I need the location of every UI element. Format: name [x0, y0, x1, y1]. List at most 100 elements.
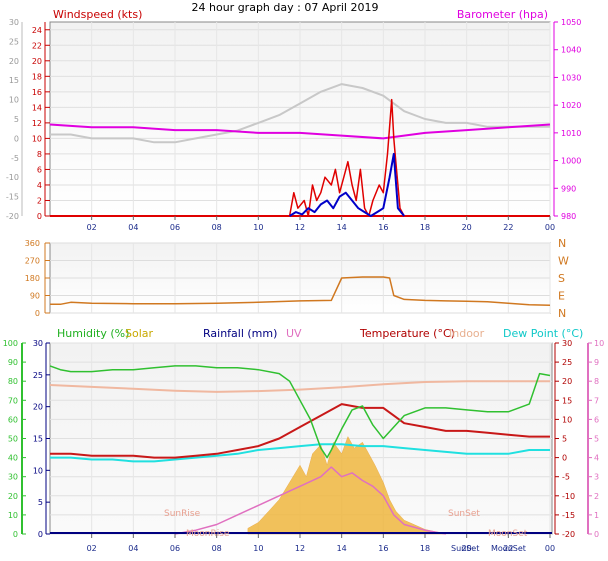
x-tick-label: 02	[87, 223, 97, 232]
graph-title: 24 hour graph day : 07 April 2019	[192, 1, 379, 14]
temp-tick-label: -20	[562, 530, 575, 539]
uv-tick-label: 10	[594, 339, 604, 348]
outer-tick-label: 30	[9, 18, 19, 27]
direction-tick-label: 270	[25, 257, 40, 266]
direction-series	[50, 276, 551, 306]
wind-outer-axis: 30 25 20 15 10 5 0 -5 -10 -15 -20	[6, 18, 23, 221]
outer-tick-label: 5	[14, 115, 19, 124]
inner-tick-label: 8	[37, 150, 42, 159]
wind-x-ticks: 02 04 06 08 10 12 14 16 18 20 22 00	[87, 216, 555, 232]
direction-tick-label: 360	[25, 239, 40, 248]
inner-tick-label: 16	[32, 88, 42, 97]
humidity-tick-label: 50	[8, 435, 18, 444]
inner-tick-label: 0	[37, 212, 42, 221]
inner-tick-label: 24	[32, 26, 42, 35]
x-tick-label: 18	[420, 223, 430, 232]
rain-tick-label: 30	[33, 339, 43, 348]
inner-tick-label: 20	[32, 57, 42, 66]
sunset-label: SunSet	[448, 509, 480, 519]
temp-tick-label: 30	[562, 339, 572, 348]
humidity-line	[49, 365, 551, 459]
inner-tick-label: 12	[32, 119, 42, 128]
x-tick-label: 20	[462, 223, 472, 232]
direction-tick-label: 90	[30, 292, 40, 301]
inner-tick-label: 4	[37, 181, 42, 190]
x-tick-label: 08	[212, 223, 222, 232]
humidity-tick-label: 70	[8, 396, 18, 405]
moonset-bottom-label: MoonSet	[491, 544, 526, 553]
x-tick-label: 22	[503, 223, 513, 232]
x-tick-label: 00	[545, 544, 555, 553]
uv-tick-label: 6	[594, 415, 599, 424]
x-tick-label: 04	[128, 223, 138, 232]
inner-tick-label: 10	[32, 134, 42, 143]
rain-tick-label: 20	[33, 403, 43, 412]
uv-tick-label: 3	[594, 473, 599, 482]
humidity-tick-label: 0	[13, 530, 18, 539]
temp-tick-label: -5	[562, 473, 570, 482]
uv-line	[174, 466, 446, 535]
outer-tick-label: -15	[6, 193, 19, 202]
temp-tick-label: 10	[562, 415, 572, 424]
moonrise-label: MoonRise	[186, 529, 230, 539]
inner-tick-label: 6	[37, 165, 42, 174]
x-tick-label: 18	[420, 544, 430, 553]
outer-tick-label: 15	[9, 76, 19, 85]
temperature-shadow-line	[50, 83, 550, 144]
dewpoint-line	[50, 443, 550, 463]
outer-tick-label: 20	[9, 57, 19, 66]
direction-tick-label: 0	[35, 309, 40, 318]
temp-tick-label: 5	[562, 435, 567, 444]
inner-tick-label: 2	[37, 196, 42, 205]
outer-tick-label: 25	[9, 37, 19, 46]
barometer-tick-label: 1050	[561, 18, 581, 27]
x-tick-label: 08	[212, 544, 222, 553]
x-tick-label: 14	[337, 544, 347, 553]
humidity-label: Humidity (%)	[57, 327, 129, 340]
compass-label: E	[558, 290, 565, 303]
compass-label: N	[558, 307, 566, 320]
outer-tick-label: -20	[6, 212, 19, 221]
humidity-tick-label: 80	[8, 377, 18, 386]
x-tick-label: 12	[295, 544, 305, 553]
indoor-line	[49, 380, 550, 393]
rain-tick-label: 15	[33, 435, 43, 444]
barometer-tick-label: 1040	[561, 46, 581, 55]
x-tick-label: 00	[545, 223, 555, 232]
uv-tick-label: 4	[594, 454, 599, 463]
temp-tick-label: 15	[562, 396, 572, 405]
direction-tick-label: 180	[25, 274, 40, 283]
direction-panel-grid	[50, 242, 551, 314]
temperature-x-ticks: 02 04 06 08 10 12 14 16 18 20 22 00	[87, 534, 555, 553]
x-tick-label: 06	[170, 223, 180, 232]
direction-line	[50, 276, 551, 306]
uv-tick-label: 2	[594, 492, 599, 501]
indoor-label: Indoor	[449, 327, 485, 340]
rain-tick-label: 0	[38, 530, 43, 539]
x-tick-label: 20	[462, 544, 472, 553]
inner-tick-label: 14	[32, 103, 42, 112]
compass-label: N	[558, 237, 566, 250]
humidity-tick-label: 90	[8, 358, 18, 367]
solar-label: Solar	[125, 327, 154, 340]
barometer-label: Barometer (hpa)	[457, 8, 548, 21]
humidity-tick-label: 10	[8, 511, 18, 520]
x-tick-label: 10	[253, 223, 263, 232]
dewpoint-label: Dew Point (°C)	[503, 327, 583, 340]
sunrise-label: SunRise	[164, 509, 201, 519]
rain-tick-label: 10	[33, 466, 43, 475]
barometer-tick-label: 990	[561, 184, 576, 193]
x-tick-label: 10	[253, 544, 263, 553]
barometer-tick-label: 1020	[561, 101, 581, 110]
x-tick-label: 04	[128, 544, 138, 553]
outer-tick-label: -5	[11, 154, 19, 163]
x-tick-label: 14	[337, 223, 347, 232]
windspeed-label: Windspeed (kts)	[53, 8, 142, 21]
compass-label: S	[558, 272, 565, 285]
direction-axis: 360 270 180 90 0	[25, 239, 50, 318]
uv-tick-label: 8	[594, 377, 599, 386]
barometer-axis: 1050 1040 1030 1020 1010 1000 990 980	[553, 18, 581, 221]
